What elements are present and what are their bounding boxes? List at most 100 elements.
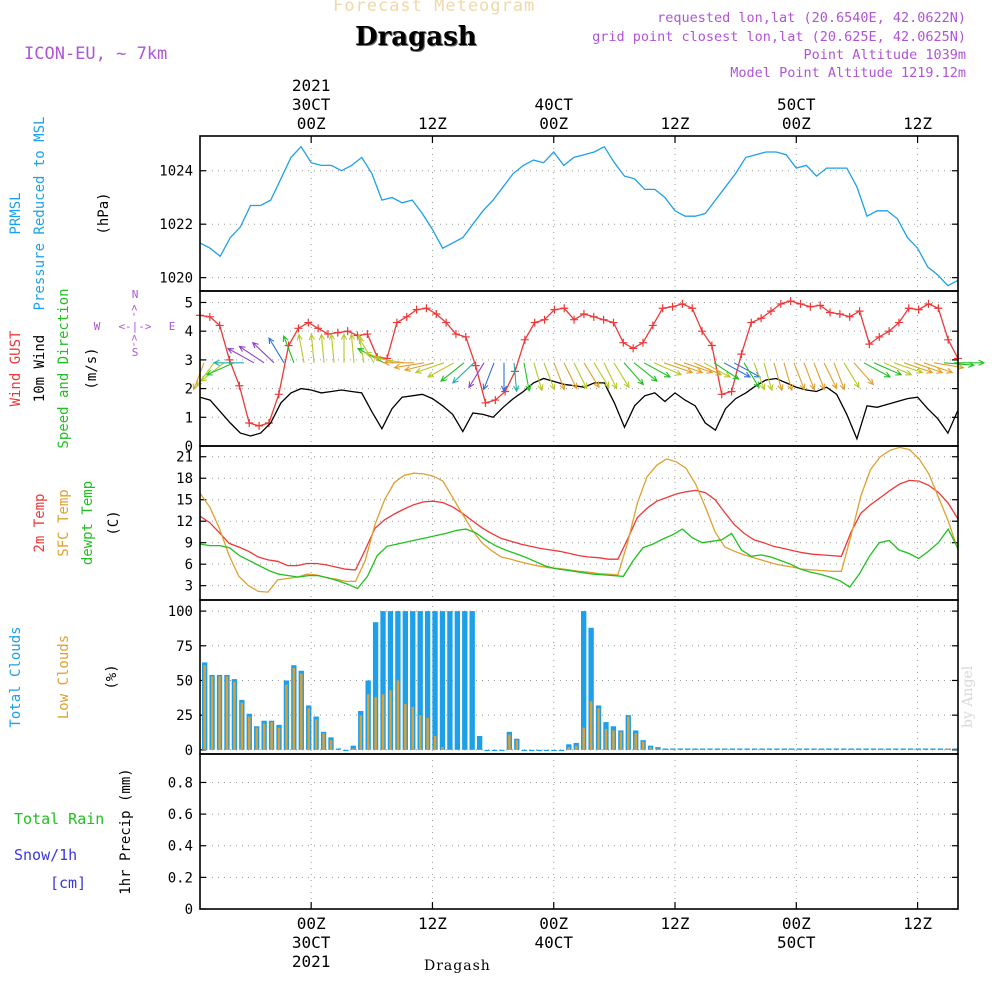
total-cloud-bar bbox=[439, 611, 446, 750]
total-cloud-bar bbox=[774, 748, 780, 750]
top-time-label: 2021 bbox=[292, 76, 331, 95]
total-cloud-bar bbox=[714, 748, 721, 750]
gust-marker bbox=[530, 318, 539, 327]
top-time-label: 00Z bbox=[539, 114, 568, 133]
wind-direction-arrow bbox=[843, 362, 860, 389]
total-cloud-bar bbox=[811, 748, 817, 750]
gust-marker bbox=[619, 338, 628, 347]
wind-frame bbox=[199, 290, 959, 447]
gust-marker bbox=[412, 305, 421, 314]
gust-marker bbox=[323, 330, 332, 339]
y-tick-label: 2 bbox=[185, 382, 193, 398]
total-cloud-bar bbox=[521, 749, 527, 752]
total-cloud-bar bbox=[380, 611, 386, 750]
y-axis-label: (hPa) bbox=[96, 192, 112, 234]
wind-direction-arrow bbox=[393, 362, 425, 370]
gust-marker bbox=[599, 315, 608, 324]
wind-direction-arrow bbox=[913, 362, 944, 374]
total-cloud-bar bbox=[781, 748, 787, 750]
total-cloud-bar bbox=[922, 748, 929, 750]
wind-direction-arrow bbox=[603, 362, 618, 390]
gust-marker bbox=[826, 308, 835, 317]
wind-direction-arrow bbox=[205, 362, 235, 376]
sfc-line bbox=[199, 446, 959, 593]
y-tick-label: 0.2 bbox=[168, 870, 193, 886]
wind-direction-arrow bbox=[308, 333, 315, 363]
wind-direction-arrow bbox=[893, 362, 924, 374]
wind-direction-arrow bbox=[723, 362, 752, 378]
total-cloud-bar bbox=[699, 748, 706, 750]
wind-direction-arrow bbox=[663, 362, 694, 374]
total-cloud-bar bbox=[476, 735, 483, 750]
wind-direction-arrow bbox=[358, 337, 375, 364]
total-cloud-bar bbox=[692, 748, 698, 750]
gust-marker bbox=[855, 307, 864, 316]
y-axis-label: dewpt Temp bbox=[80, 481, 96, 565]
low-cloud-bar bbox=[389, 690, 392, 750]
wind-direction-arrow bbox=[523, 362, 532, 393]
gust-marker bbox=[698, 327, 707, 336]
gust-marker bbox=[579, 309, 588, 318]
bottom-time-label: 30CT bbox=[292, 933, 331, 952]
low-cloud-bar bbox=[597, 708, 600, 750]
top-time-label: 12Z bbox=[903, 114, 932, 133]
wind-direction-arrow bbox=[468, 362, 485, 389]
low-cloud-bar bbox=[419, 715, 422, 750]
low-cloud-bar bbox=[329, 740, 333, 750]
gust-marker bbox=[904, 304, 913, 313]
total-cloud-bar bbox=[447, 611, 453, 750]
wind-direction-arrow bbox=[212, 359, 244, 366]
y-tick-label: 3 bbox=[185, 579, 193, 595]
gust-marker bbox=[727, 387, 736, 396]
top-time-label: 12Z bbox=[418, 114, 447, 133]
gust-marker bbox=[205, 312, 214, 321]
wind-direction-arrow bbox=[426, 362, 455, 378]
bottom-time-label: 40CT bbox=[534, 933, 573, 952]
wind-direction-arrow bbox=[803, 362, 816, 391]
y-tick-label: 12 bbox=[176, 514, 193, 530]
gust-marker bbox=[757, 314, 766, 323]
gust-marker bbox=[924, 299, 933, 308]
y-tick-label: 15 bbox=[176, 493, 193, 509]
y-tick-label: 0.4 bbox=[168, 839, 193, 855]
gust-marker bbox=[304, 318, 313, 327]
wind-direction-arrow bbox=[703, 362, 732, 378]
low-cloud-bar bbox=[248, 716, 251, 750]
wind-direction-arrow bbox=[251, 341, 275, 364]
total-cloud-bar bbox=[410, 611, 416, 750]
wind-direction-arrow bbox=[653, 362, 683, 376]
wind-direction-arrow bbox=[356, 347, 385, 364]
total-cloud-bar bbox=[343, 749, 349, 752]
wind-direction-arrow bbox=[833, 362, 846, 391]
wind-direction-arrow bbox=[238, 345, 265, 364]
total-cloud-bar bbox=[335, 748, 342, 750]
total-cloud-bar bbox=[907, 748, 914, 750]
wind-direction-arrow bbox=[763, 362, 774, 392]
gust-marker bbox=[402, 312, 411, 321]
top-time-label: 12Z bbox=[661, 114, 690, 133]
gust-marker bbox=[816, 301, 825, 310]
total-cloud-bar bbox=[543, 749, 550, 752]
wind10m-line bbox=[199, 377, 959, 441]
low-cloud-bar bbox=[366, 694, 370, 750]
gust-marker bbox=[688, 304, 697, 313]
wind-direction-arrow bbox=[543, 362, 556, 391]
wind-direction-arrow bbox=[673, 362, 704, 374]
gust-marker bbox=[658, 304, 667, 313]
gust-marker bbox=[550, 305, 559, 314]
gust-marker bbox=[806, 302, 815, 311]
model-label: ICON-EU, ~ 7km bbox=[24, 44, 168, 64]
wind-direction-arrow bbox=[633, 362, 658, 382]
gust-marker bbox=[333, 328, 342, 337]
wind-direction-arrow bbox=[743, 362, 760, 389]
gust-marker bbox=[885, 327, 894, 336]
y-tick-label: 1020 bbox=[159, 271, 193, 287]
low-cloud-bar bbox=[218, 676, 221, 750]
total-cloud-bar bbox=[372, 622, 379, 750]
wind-direction-arrow bbox=[282, 334, 295, 363]
gust-marker bbox=[668, 302, 677, 311]
t2m-line bbox=[199, 479, 959, 571]
total-cloud-bar bbox=[491, 749, 498, 752]
total-cloud-bar bbox=[789, 748, 795, 750]
wind-direction-arrow bbox=[226, 347, 255, 364]
